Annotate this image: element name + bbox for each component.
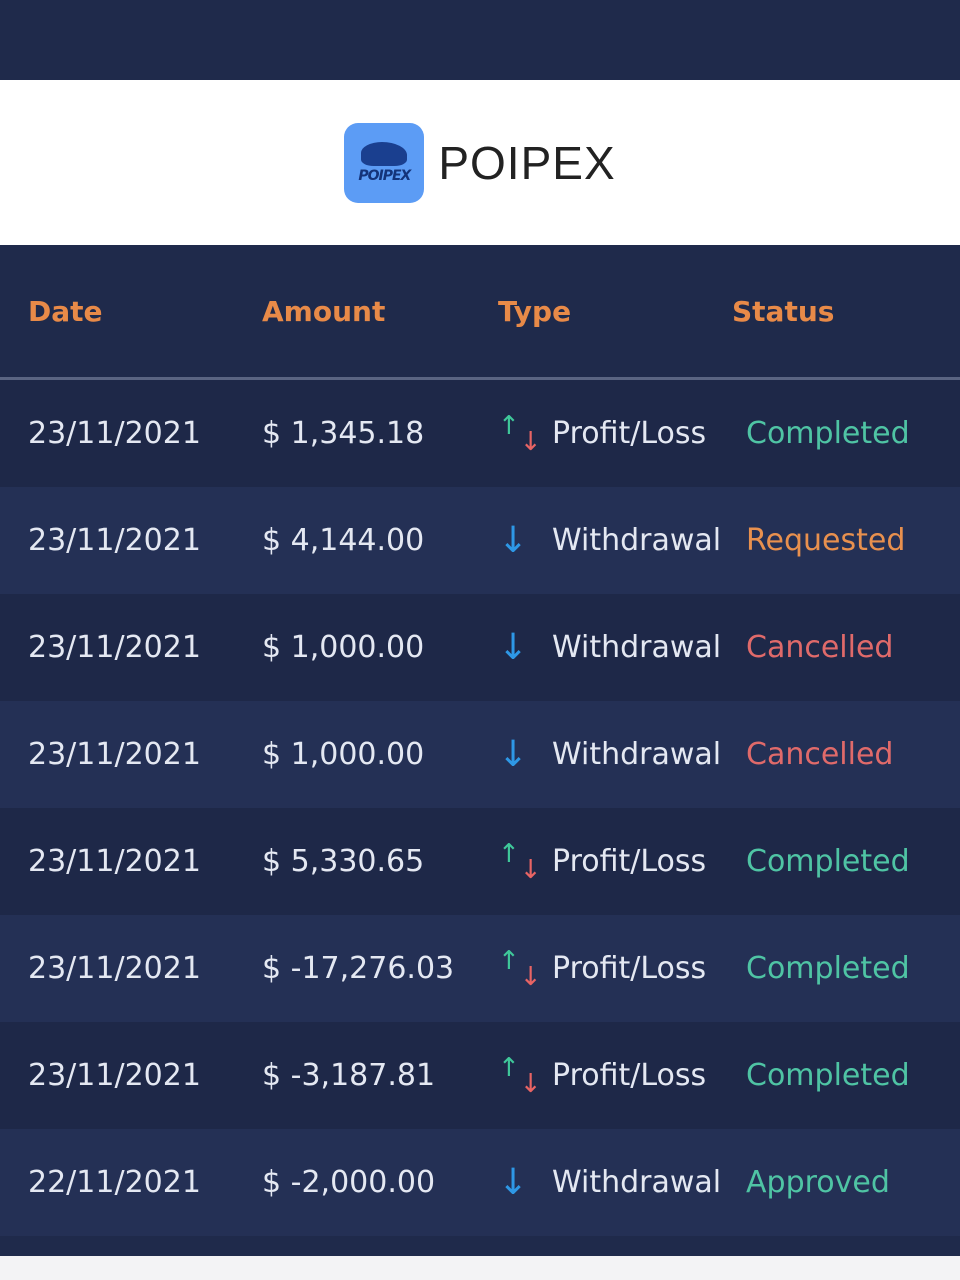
- status-badge: Completed: [746, 951, 910, 986]
- cell-amount: $ -17,276.03: [262, 951, 455, 986]
- up-down-arrows-icon: ↑ ↓: [498, 1052, 542, 1099]
- bottom-bar: [0, 1256, 960, 1280]
- type-label: Withdrawal: [552, 523, 722, 558]
- cell-date: 23/11/2021: [28, 737, 201, 772]
- table-row[interactable]: 23/11/2021 $ 1,000.00 ↓ Withdrawal Cancelled: [0, 701, 960, 808]
- status-badge: Cancelled: [746, 737, 894, 772]
- cell-date: 23/11/2021: [28, 630, 201, 665]
- table-row[interactable]: 22/11/2021 $ -2,000.00 ↓ Withdrawal Approved: [0, 1129, 960, 1236]
- up-down-arrows-icon: ↑ ↓: [498, 838, 542, 885]
- type-label: Withdrawal: [552, 630, 722, 665]
- table-row[interactable]: 23/11/2021 $ -3,187.81 ↑ ↓ Profit/Loss Comple…: [0, 1022, 960, 1129]
- cell-amount: $ 4,144.00: [262, 523, 425, 558]
- status-badge: Cancelled: [746, 630, 894, 665]
- arrow-down-icon: ↓: [498, 733, 529, 775]
- cell-type: ↓ Withdrawal: [498, 519, 732, 561]
- cell-date: 22/11/2021: [28, 1165, 201, 1200]
- table-row[interactable]: 23/11/2021 $ 1,000.00 ↓ Withdrawal Cancelled: [0, 594, 960, 701]
- bison-icon: [361, 141, 408, 166]
- header-type: Type: [498, 294, 572, 328]
- type-label: Withdrawal: [552, 737, 722, 772]
- status-badge: Requested: [746, 523, 906, 558]
- cell-type: ↑ ↓ Profit/Loss: [498, 1052, 732, 1099]
- header-amount: Amount: [262, 294, 386, 328]
- type-label: Profit/Loss: [552, 1058, 707, 1093]
- arrow-down-icon: ↓: [498, 626, 529, 668]
- table-row[interactable]: 23/11/2021 $ 4,144.00 ↓ Withdrawal Requested: [0, 487, 960, 594]
- cell-date: 23/11/2021: [28, 844, 201, 879]
- logo-text: POIPEX: [358, 167, 411, 184]
- status-badge: Approved: [746, 1165, 890, 1200]
- type-label: Profit/Loss: [552, 951, 707, 986]
- arrow-down-icon: ↓: [498, 1161, 529, 1203]
- cell-date: 23/11/2021: [28, 416, 201, 451]
- up-down-arrows-icon: ↑ ↓: [498, 945, 542, 992]
- cell-amount: $ 5,330.65: [262, 844, 425, 879]
- status-badge: Completed: [746, 416, 910, 451]
- type-label: Profit/Loss: [552, 844, 707, 879]
- cell-amount: $ -2,000.00: [262, 1165, 436, 1200]
- cell-amount: $ 1,345.18: [262, 416, 425, 451]
- type-label: Withdrawal: [552, 1165, 722, 1200]
- table-header: Date Amount Type Status: [0, 245, 960, 380]
- cell-amount: $ 1,000.00: [262, 630, 425, 665]
- table-row[interactable]: 23/11/2021 $ 1,345.18 ↑ ↓ Profit/Loss Complet…: [0, 380, 960, 487]
- status-badge: Completed: [746, 1058, 910, 1093]
- poipex-logo: POIPEX: [344, 122, 425, 203]
- table-row[interactable]: 23/11/2021 $ 5,330.65 ↑ ↓ Profit/Loss Complet…: [0, 808, 960, 915]
- transactions-list: 23/11/2021 $ 1,345.18 ↑ ↓ Profit/Loss Complet…: [0, 380, 960, 1236]
- brand-header: POIPEX POIPEX: [0, 80, 960, 245]
- cell-amount: $ 1,000.00: [262, 737, 425, 772]
- top-bar: [0, 0, 960, 80]
- cell-amount: $ -3,187.81: [262, 1058, 436, 1093]
- cell-type: ↑ ↓ Profit/Loss: [498, 838, 732, 885]
- cell-date: 23/11/2021: [28, 1058, 201, 1093]
- status-badge: Completed: [746, 844, 910, 879]
- cell-date: 23/11/2021: [28, 523, 201, 558]
- cell-type: ↓ Withdrawal: [498, 626, 732, 668]
- cell-type: ↑ ↓ Profit/Loss: [498, 945, 732, 992]
- cell-type: ↓ Withdrawal: [498, 733, 732, 775]
- brand-name: POIPEX: [438, 136, 616, 189]
- cell-type: ↓ Withdrawal: [498, 1161, 732, 1203]
- table-row[interactable]: 23/11/2021 $ -17,276.03 ↑ ↓ Profit/Loss Compl…: [0, 915, 960, 1022]
- type-label: Profit/Loss: [552, 416, 707, 451]
- arrow-down-icon: ↓: [498, 519, 529, 561]
- cell-date: 23/11/2021: [28, 951, 201, 986]
- header-status: Status: [732, 294, 835, 328]
- up-down-arrows-icon: ↑ ↓: [498, 410, 542, 457]
- header-date: Date: [28, 294, 103, 328]
- cell-type: ↑ ↓ Profit/Loss: [498, 410, 732, 457]
